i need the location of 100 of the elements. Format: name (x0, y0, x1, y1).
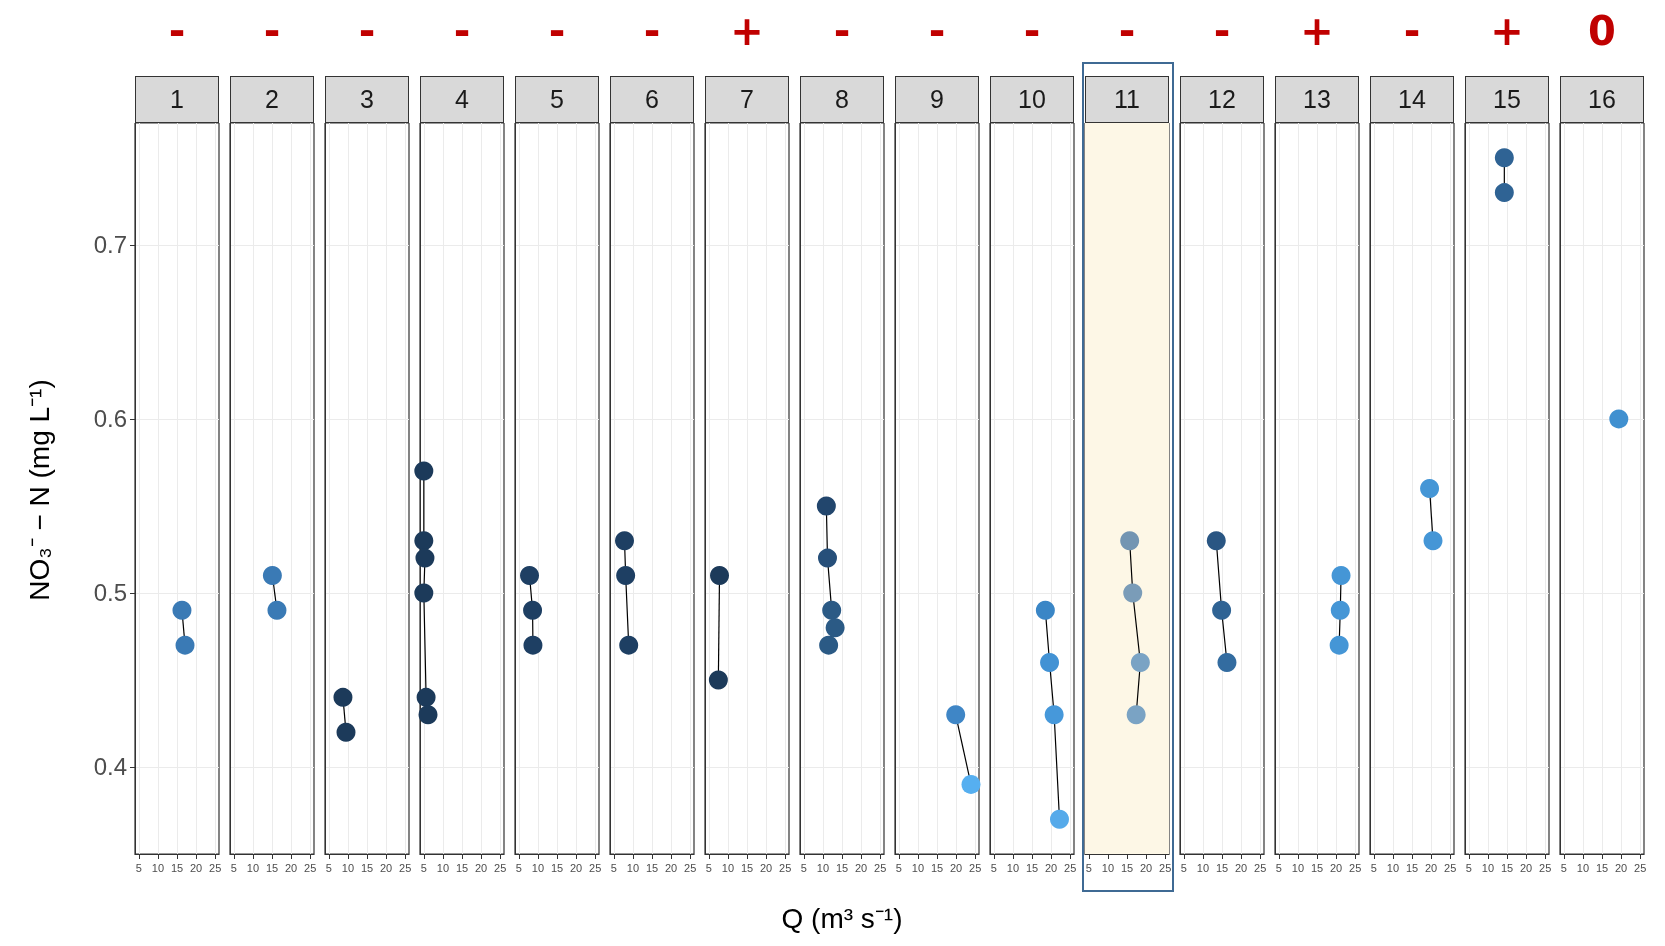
x-tick-label: 20 (1424, 861, 1438, 874)
text: - (452, 8, 472, 54)
point (1120, 531, 1140, 551)
x-tick-label: 25 (1444, 861, 1457, 874)
x-tick-label: 10 (1196, 861, 1210, 874)
chart-title: 7 (705, 76, 789, 123)
point (414, 461, 434, 481)
x-tick-label: 10 (816, 861, 830, 874)
x-axis-title: Q (m³ s⁻¹) (781, 902, 903, 936)
text: - (1212, 8, 1232, 54)
x-tick-label: 20 (949, 861, 963, 874)
x-tick-label: 15 (265, 861, 279, 874)
x-tick-label: 20 (759, 861, 773, 874)
x-tick-label: 15 (1310, 861, 1324, 874)
x-tick-label: 25 (874, 861, 887, 874)
text: - (167, 8, 187, 54)
x-tick-label: 15 (740, 861, 754, 874)
x-tick-label: 15 (835, 861, 849, 874)
x-tick-label: 20 (189, 861, 203, 874)
x-tick-label: 20 (284, 861, 298, 874)
x-tick-label: 20 (1519, 861, 1533, 874)
x-tick-label: 5 (800, 861, 807, 874)
y-tick-label: 0.5 (93, 579, 127, 607)
x-tick-label: 15 (1500, 861, 1514, 874)
x-tick-label: 10 (531, 861, 545, 874)
x-tick-label: 25 (1539, 861, 1552, 874)
text: - (1402, 8, 1422, 54)
x-tick-label: 5 (1370, 861, 1377, 874)
x-tick-label: 25 (1634, 861, 1647, 874)
point (1050, 809, 1069, 829)
x-tick-label: 15 (550, 861, 564, 874)
x-tick-label: 10 (1481, 861, 1495, 874)
chart-title: 12 (1180, 76, 1264, 123)
point (414, 583, 434, 603)
x-tick-label: 10 (1576, 861, 1590, 874)
x-tick-label: 20 (1139, 861, 1153, 874)
text: - (832, 8, 852, 54)
x-tick-label: 15 (360, 861, 374, 874)
point (819, 635, 839, 655)
y-tick-label: 0.6 (93, 405, 127, 433)
chart-title: 1 (135, 76, 219, 123)
x-tick-label: 10 (151, 861, 165, 874)
x-tick-label: 25 (209, 861, 222, 874)
x-tick-label: 15 (1215, 861, 1229, 874)
text: - (1022, 8, 1042, 54)
x-tick-label: 5 (325, 861, 332, 874)
x-tick-label: 10 (626, 861, 640, 874)
x-tick-label: 25 (1349, 861, 1362, 874)
point (818, 548, 837, 568)
x-tick-label: 10 (1101, 861, 1115, 874)
x-tick-label: 20 (474, 861, 488, 874)
x-tick-label: 20 (1329, 861, 1343, 874)
point (822, 600, 842, 620)
chart-title: 9 (895, 76, 979, 123)
point (415, 548, 435, 568)
x-tick-label: 5 (1180, 861, 1187, 874)
x-tick-label: 5 (610, 861, 617, 874)
point (1130, 653, 1150, 673)
x-tick-label: 20 (664, 861, 678, 874)
x-tick-label: 25 (1064, 861, 1077, 874)
text: - (357, 8, 377, 54)
x-tick-label: 25 (1254, 861, 1267, 874)
x-tick-label: 5 (990, 861, 997, 874)
chart-title: 14 (1370, 76, 1454, 123)
point (416, 687, 436, 707)
text: - (547, 8, 567, 54)
x-tick-label: 15 (1025, 861, 1039, 874)
x-tick-label: 10 (911, 861, 925, 874)
x-tick-label: 10 (246, 861, 260, 874)
chart-title: 8 (800, 76, 884, 123)
x-tick-label: 10 (1006, 861, 1020, 874)
chart-title: 4 (420, 76, 504, 123)
x-tick-label: 10 (1386, 861, 1400, 874)
chart-title: 6 (610, 76, 694, 123)
x-tick-label: 10 (1291, 861, 1305, 874)
x-tick-label: 25 (494, 861, 507, 874)
x-tick-label: 25 (684, 861, 697, 874)
x-tick-label: 5 (230, 861, 237, 874)
point (1126, 705, 1146, 725)
chart-title: 5 (515, 76, 599, 123)
x-tick-label: 25 (1159, 861, 1172, 874)
chart-title: 10 (990, 76, 1074, 123)
x-tick-label: 25 (969, 861, 982, 874)
x-tick-label: 25 (399, 861, 412, 874)
x-tick-label: 10 (721, 861, 735, 874)
x-tick-label: 15 (170, 861, 184, 874)
text: + (1299, 8, 1335, 54)
x-tick-label: 5 (1465, 861, 1472, 874)
x-tick-label: 5 (895, 861, 902, 874)
point (1044, 705, 1064, 725)
y-axis-title: NO₃⁻ − N (mg L⁻¹) (23, 379, 56, 601)
text: - (642, 8, 662, 54)
x-tick-label: 5 (515, 861, 522, 874)
x-tick-label: 5 (705, 861, 712, 874)
x-tick-label: 20 (379, 861, 393, 874)
chart-title: 3 (325, 76, 409, 123)
x-tick-label: 20 (1614, 861, 1628, 874)
chart-title: 15 (1465, 76, 1549, 123)
x-tick-label: 15 (1405, 861, 1419, 874)
x-tick-label: 5 (1275, 861, 1282, 874)
